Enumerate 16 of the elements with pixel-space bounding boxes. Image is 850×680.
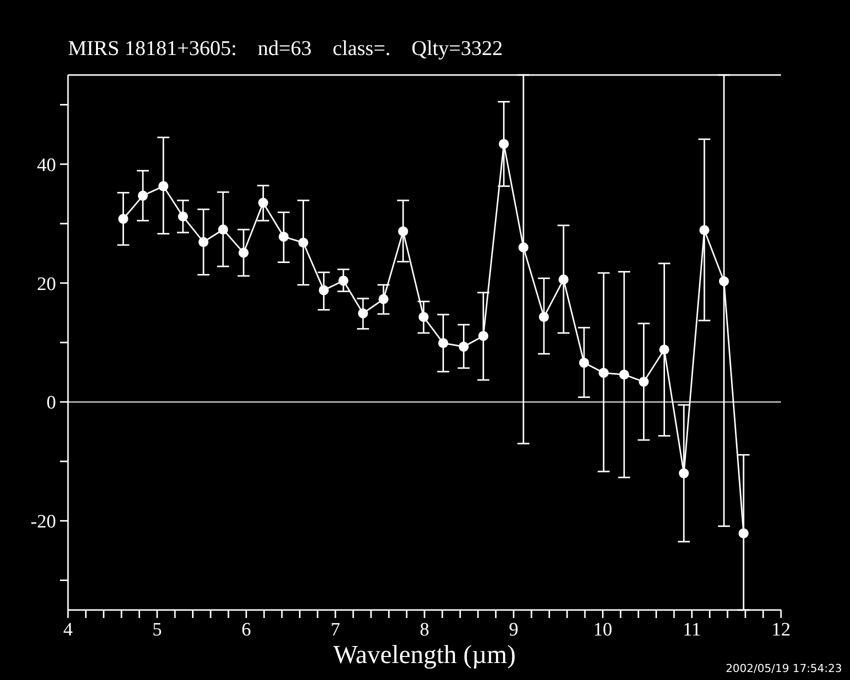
x-tick-label: 11 [682,619,702,640]
text: 2002/05/19 17:54:23 [726,662,842,675]
x-tick-label: 8 [420,619,430,640]
x-tick-label: 4 [63,619,74,640]
y-tick-label: -20 [30,512,56,533]
x-tick-label: 6 [242,619,251,640]
x-tick-label: 9 [508,619,518,640]
y-tick-label: 20 [37,274,56,295]
chart-title: MIRS 18181+3605: nd=63 class=. Qlty=3322 [68,36,503,61]
y-tick-label: 0 [46,392,56,414]
x-tick-label: 7 [330,619,340,640]
x-tick-label: 10 [593,619,612,640]
y-tick-label: 40 [37,154,56,176]
x-tick-label: 12 [772,619,790,640]
x-tick-label: 5 [152,619,162,640]
x-axis-title: Wavelength (µm) [333,640,516,669]
